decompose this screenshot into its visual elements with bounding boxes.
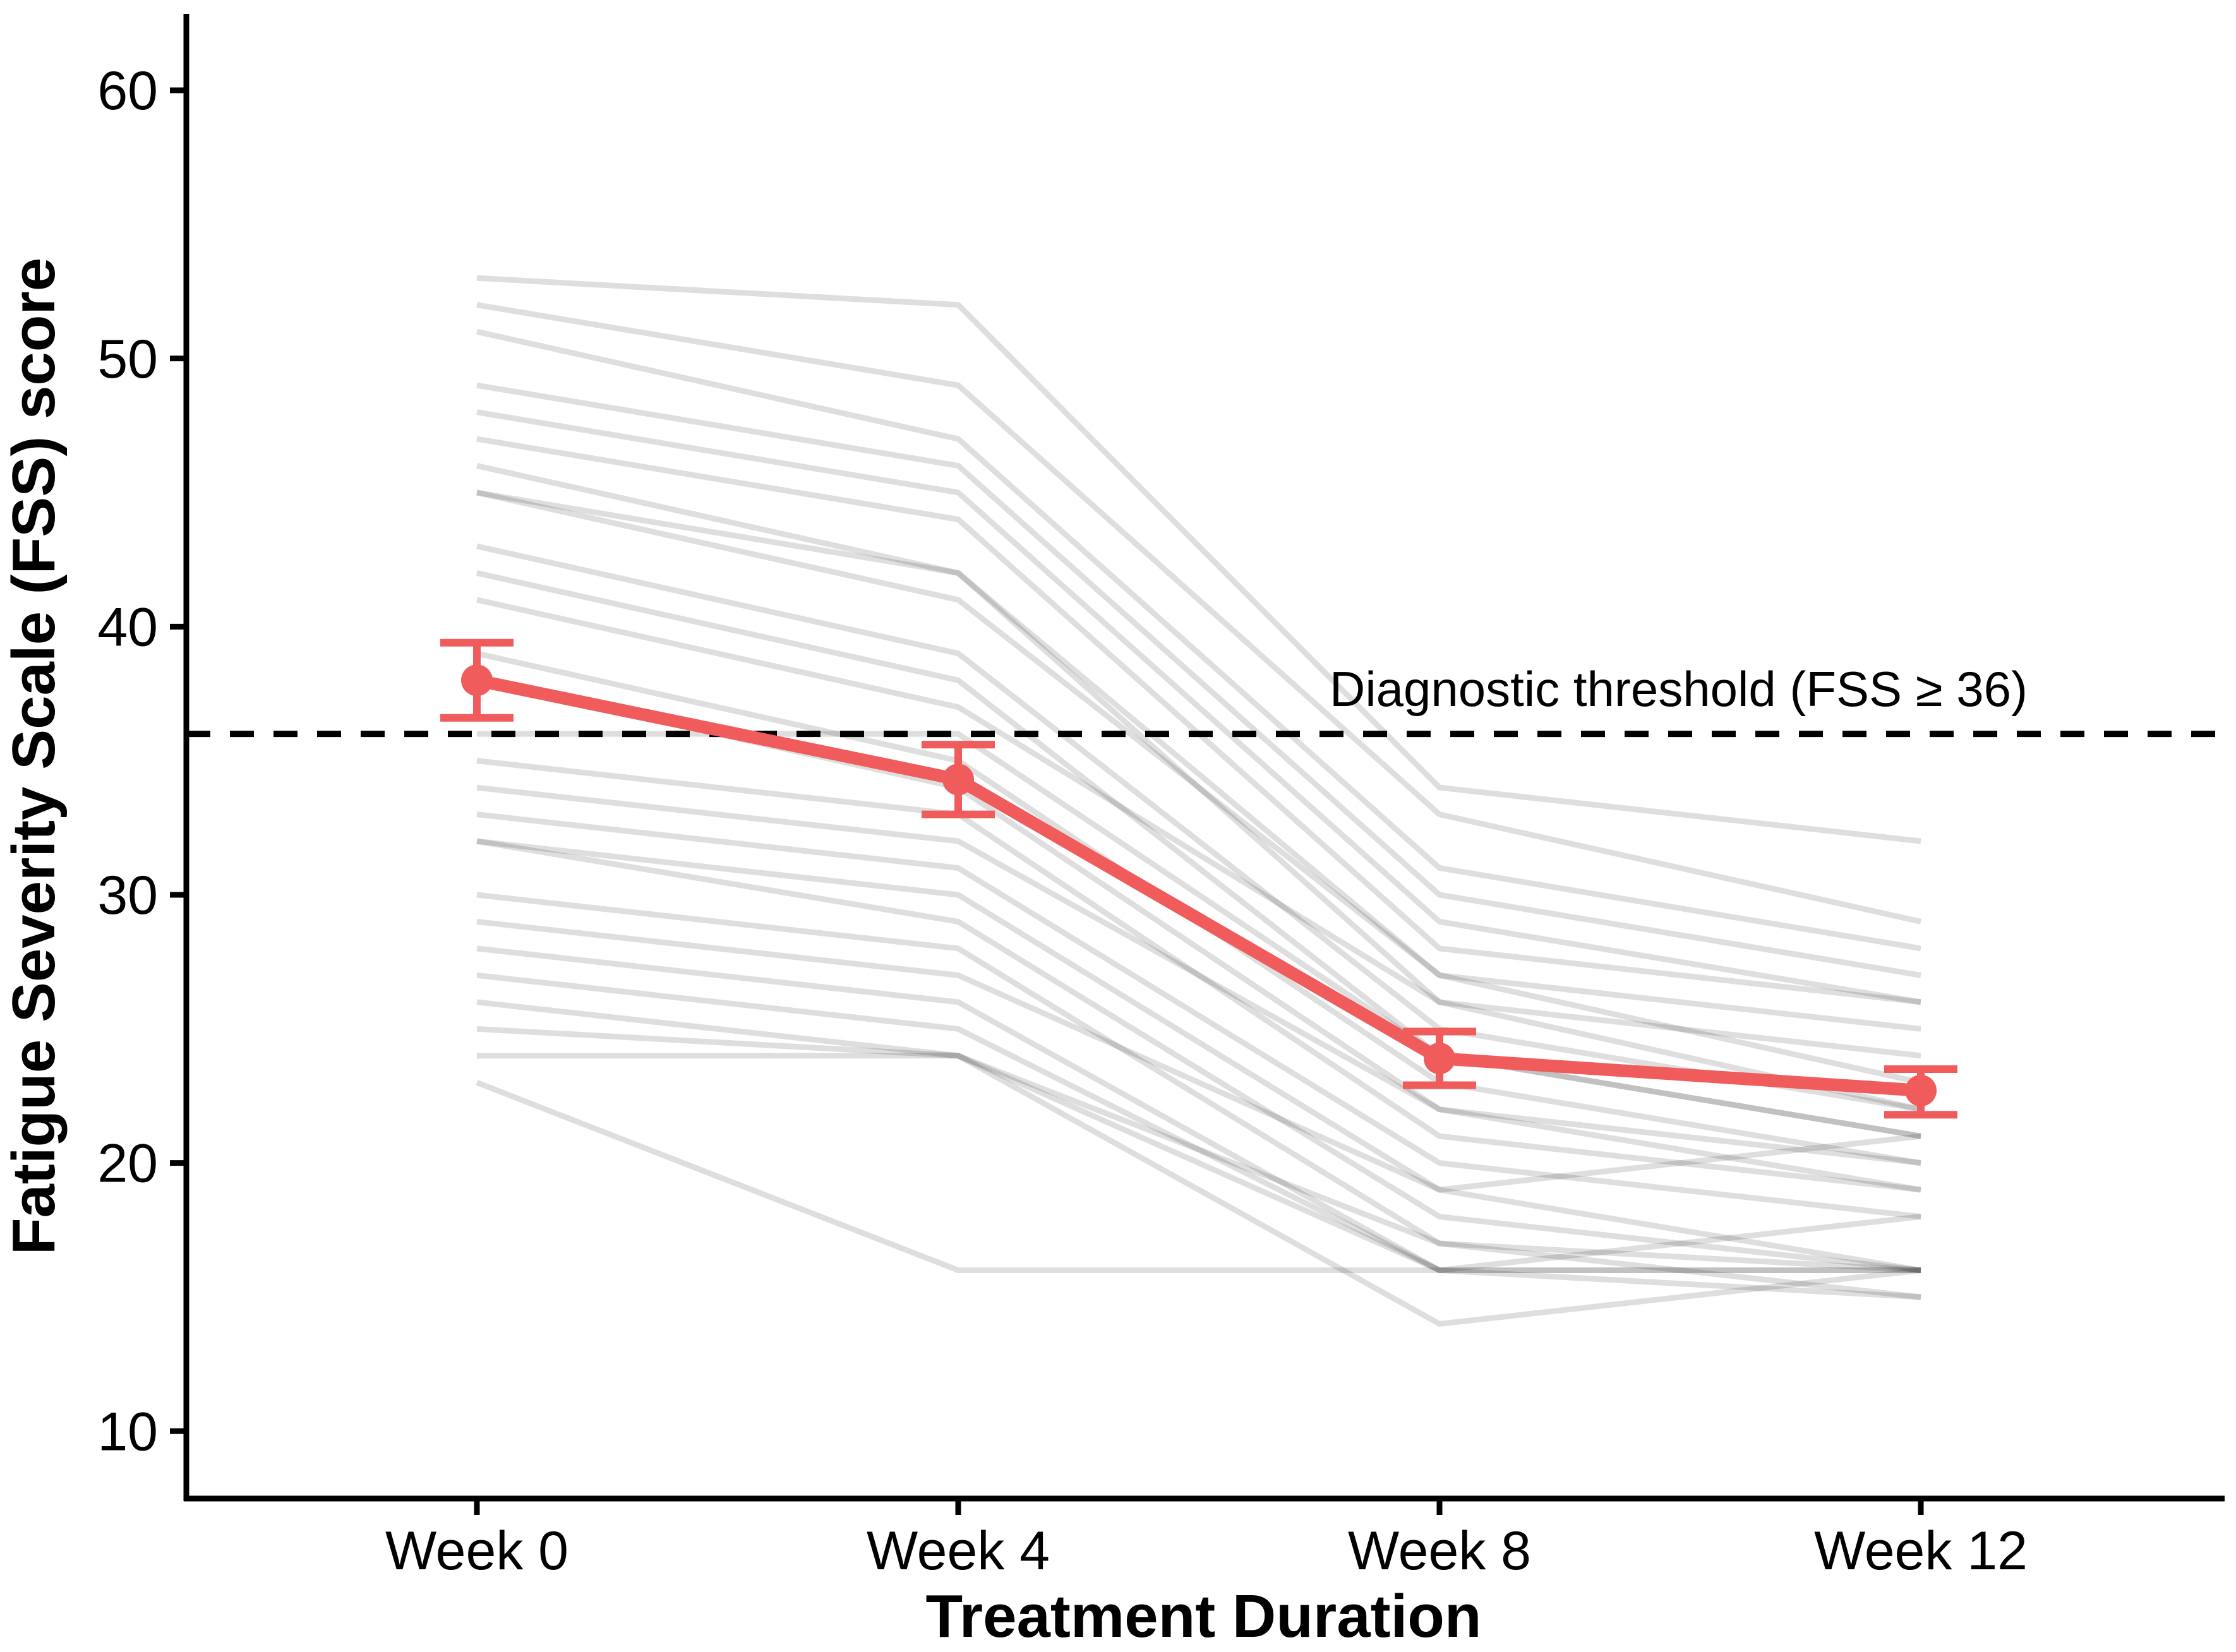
x-tick-label: Week 4 — [867, 1521, 1050, 1581]
mean-point — [461, 664, 493, 697]
mean-point — [1424, 1043, 1455, 1075]
patient-line — [476, 784, 1921, 1193]
mean-point — [942, 763, 974, 796]
x-tick-label: Week 12 — [1814, 1521, 2028, 1581]
patient-line — [476, 463, 1921, 1032]
patient-line — [476, 1080, 1921, 1274]
x-axis-group: Week 0 Week 4 Week 8 Week 12 — [385, 1499, 2028, 1581]
mean-point — [1905, 1074, 1937, 1106]
patient-line — [476, 1026, 1921, 1274]
patient-line — [476, 382, 1921, 978]
y-axis-group: 10 20 30 40 50 60 — [97, 61, 186, 1462]
y-tick-label: 40 — [97, 597, 158, 657]
patient-line — [476, 302, 1921, 925]
patient-line — [476, 570, 1921, 1139]
patient-line — [476, 972, 1921, 1300]
patient-line — [476, 918, 1921, 1193]
y-tick-label: 10 — [97, 1401, 158, 1462]
threshold-label: Diagnostic threshold (FSS ≥ 36) — [1330, 661, 2028, 717]
patient-line — [476, 597, 1921, 1113]
patient-line — [476, 489, 1921, 1059]
x-tick-label: Week 8 — [1348, 1521, 1531, 1581]
patient-line — [476, 758, 1921, 1193]
patient-line — [476, 409, 1921, 1005]
patient-line — [476, 838, 1921, 1273]
y-tick-label: 20 — [97, 1134, 158, 1194]
patient-line — [476, 489, 1921, 1086]
patient-line — [476, 892, 1921, 1300]
y-tick-label: 30 — [97, 865, 158, 926]
patient-line — [476, 838, 1921, 1273]
mean-line — [471, 674, 1927, 1097]
patient-line — [476, 999, 1921, 1327]
patient-line — [476, 275, 1921, 844]
x-axis-title: Treatment Duration — [925, 1583, 1481, 1650]
patient-line — [476, 811, 1921, 1220]
y-tick-label: 60 — [97, 61, 158, 121]
patient-line — [477, 1053, 1921, 1273]
y-tick-label: 50 — [97, 329, 158, 390]
y-axis-title: Fatigue Severity Scale (FSS) score — [0, 258, 68, 1255]
x-tick-label: Week 0 — [385, 1521, 568, 1581]
patient-line — [476, 945, 1921, 1274]
patient-line — [476, 328, 1921, 952]
